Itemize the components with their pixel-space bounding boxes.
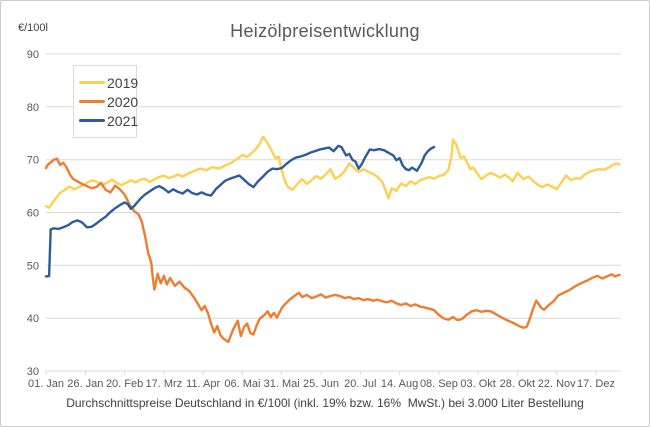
y-tick-label: 30 xyxy=(27,366,39,378)
series-color-swatch-2021 xyxy=(79,119,105,122)
x-tick-label: 25. Jun xyxy=(303,378,339,390)
legend-item-2021: 2021 xyxy=(79,111,139,130)
series-2019-line xyxy=(44,135,621,209)
x-tick-label: 03. Okt xyxy=(460,378,495,390)
series-color-swatch-2019 xyxy=(79,81,105,84)
x-tick-label: 17. Mrz xyxy=(146,378,183,390)
legend-item-2020: 2020 xyxy=(79,92,139,111)
legend-label: 2019 xyxy=(107,74,139,91)
x-tick-label: 22. Nov xyxy=(538,378,576,390)
x-tick-label: 08. Sep xyxy=(420,378,458,390)
x-tick-label: 17. Dez xyxy=(577,378,615,390)
chart-title: Heizölpreisentwicklung xyxy=(230,21,420,41)
series-2021-line xyxy=(44,144,436,278)
y-tick-label: 50 xyxy=(27,260,39,272)
x-tick-label: 01. Jan xyxy=(28,378,64,390)
legend: 2019 2020 2021 xyxy=(73,65,139,138)
x-tick-label: 31. Mai xyxy=(264,378,300,390)
x-tick-label: 06. Mai xyxy=(224,378,260,390)
legend-label: 2020 xyxy=(107,93,139,110)
x-tick-label: 28. Okt xyxy=(500,378,535,390)
x-tick-label: 11. Apr xyxy=(186,378,220,390)
y-tick-label: 70 xyxy=(27,155,39,167)
y-axis-title: €/100l xyxy=(18,22,48,34)
series-color-swatch-2020 xyxy=(79,100,105,103)
series-2020-line xyxy=(44,157,621,344)
x-tick-label: 20. Jul xyxy=(344,378,376,390)
y-tick-label: 90 xyxy=(27,49,39,61)
x-tick-label: 14. Aug xyxy=(381,378,418,390)
legend-label: 2021 xyxy=(107,112,139,129)
y-tick-label: 80 xyxy=(27,102,39,114)
x-tick-label: 20. Feb xyxy=(106,378,143,390)
y-tick-label: 40 xyxy=(27,313,39,325)
legend-item-2019: 2019 xyxy=(79,73,139,92)
x-tick-label: 26. Jan xyxy=(67,378,103,390)
y-tick-label: 60 xyxy=(27,208,39,220)
chart-caption: Durchschnittspreise Deutschland in €/100… xyxy=(66,396,584,410)
